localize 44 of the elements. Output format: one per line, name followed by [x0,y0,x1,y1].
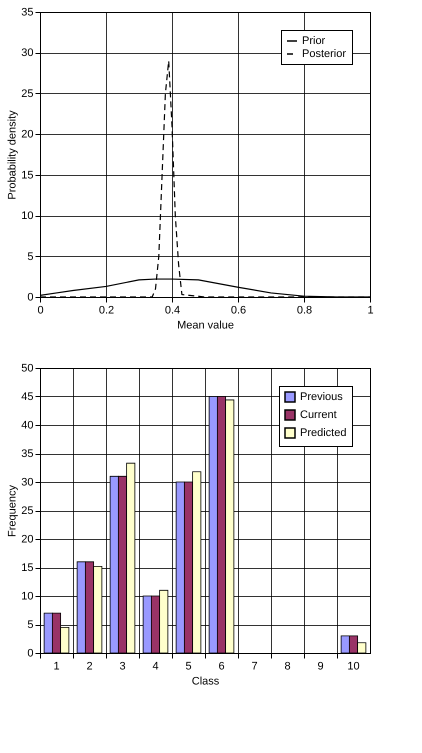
y-tick-label: 25 [21,88,34,100]
legend-label: Current [300,409,337,421]
y-tick-label: 20 [21,128,34,141]
y-tick-label: 0 [27,648,34,660]
x-tick-label: 0.6 [230,304,246,316]
x-axis-title: Class [192,676,220,688]
x-tick-label: 9 [317,660,324,672]
x-axis-title: Mean value [177,320,234,332]
x-tick-label: 0.4 [164,304,180,316]
y-tick-label: 0 [27,292,34,304]
x-tick-label: 7 [251,660,258,672]
y-tick-label: 5 [27,250,34,263]
x-tick-label: 2 [86,660,93,672]
y-tick-label: 30 [21,476,34,488]
y-tick-label: 10 [21,210,34,222]
x-tick-label: 1 [53,660,60,672]
x-tick-label: 3 [119,660,126,672]
x-tick-label: 5 [185,660,192,672]
y-tick-label: 45 [21,391,34,403]
x-tick-label: 6 [218,660,225,672]
legend-label: Previous [300,391,344,403]
y-tick-label: 40 [21,420,34,432]
y-tick-label: 15 [21,169,34,182]
y-tick-label: 25 [21,505,34,517]
y-tick-label: 35 [21,6,34,18]
y-tick-label: 30 [21,47,34,60]
x-tick-label: 0 [37,304,44,316]
legend-label: Posterior [302,48,346,60]
y-tick-label: 20 [21,534,34,546]
legend-label: Prior [302,35,326,47]
x-tick-label: 1 [367,304,374,316]
x-tick-label: 4 [152,660,159,672]
y-axis-title: Frequency [6,484,18,537]
x-tick-label: 0.8 [296,304,312,316]
y-tick-label: 50 [21,362,34,374]
y-tick-label: 10 [21,590,34,602]
y-tick-label: 35 [21,448,34,460]
x-tick-label: 10 [347,660,360,672]
x-tick-label: 0.2 [98,304,114,316]
y-tick-label: 15 [21,562,34,574]
y-tick-label: 5 [27,619,34,631]
legend-label: Predicted [300,427,346,439]
y-axis-title: Probability density [6,110,18,200]
x-tick-label: 8 [284,660,291,672]
